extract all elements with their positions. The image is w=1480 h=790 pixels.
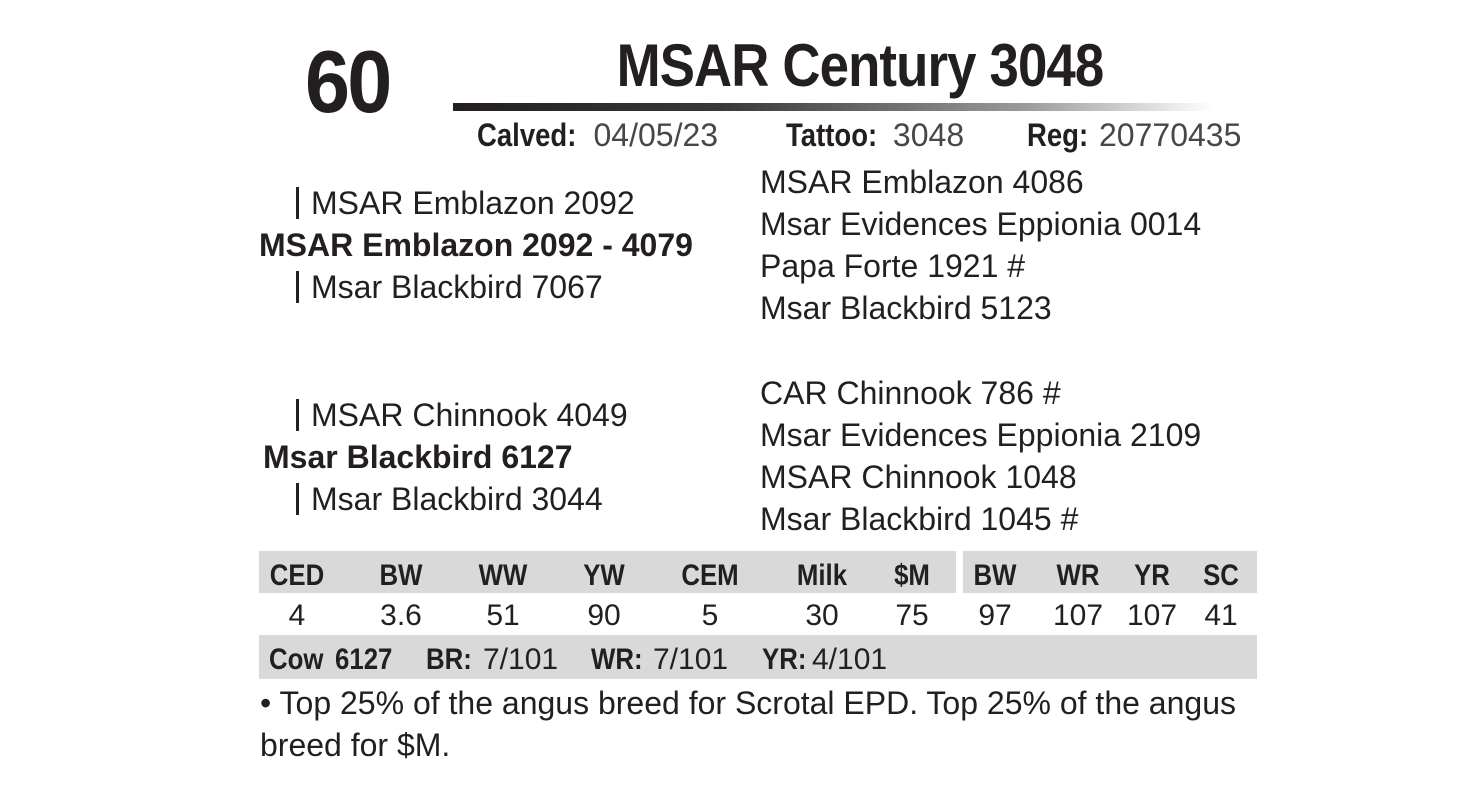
ratio-value-sc: 41 bbox=[1204, 599, 1238, 632]
calved-label: Calved: bbox=[477, 117, 577, 153]
epd-value-ced: 4 bbox=[288, 599, 306, 632]
reg-label: Reg: bbox=[1027, 117, 1089, 153]
tattoo-value: 3048 bbox=[892, 117, 965, 153]
epd-value-yw: 90 bbox=[587, 599, 621, 632]
epd-header-milk: Milk bbox=[796, 559, 848, 592]
wr-value: 7/101 bbox=[653, 643, 729, 676]
dam-ggp-1: CAR Chinnook 786 # bbox=[760, 375, 1061, 411]
yr-value: 4/101 bbox=[812, 643, 888, 676]
ratio-value-yr: 107 bbox=[1126, 599, 1178, 632]
epd-header-ww: WW bbox=[478, 559, 528, 592]
epd-value-row: 4 3.6 51 90 5 30 75 97 107 107 41 bbox=[259, 593, 1257, 635]
epd-value-cem: 5 bbox=[701, 599, 719, 632]
title-rule bbox=[453, 103, 1213, 111]
reg-info: Reg: 20770435 bbox=[1027, 119, 1241, 151]
epd-header-band bbox=[259, 551, 956, 593]
sire-sire: MSAR Emblazon 2092 bbox=[296, 187, 635, 219]
epd-value-dollar-m: 75 bbox=[895, 599, 929, 632]
ratio-value-wr: 107 bbox=[1052, 599, 1104, 632]
dam-ggp-4: Msar Blackbird 1045 # bbox=[760, 501, 1079, 537]
ratio-header-bw: BW bbox=[973, 559, 1017, 592]
calved-value: 04/05/23 bbox=[593, 117, 719, 153]
tattoo-info: Tattoo: 3048 bbox=[786, 119, 964, 151]
epd-header-row: CED BW WW YW CEM Milk $M BW WR YR SC bbox=[259, 551, 1257, 593]
lot-comment: • Top 25% of the angus breed for Scrotal… bbox=[260, 685, 1236, 763]
dam-dam: Msar Blackbird 3044 bbox=[296, 483, 603, 515]
epd-value-milk: 30 bbox=[805, 599, 839, 632]
sire-name: MSAR Emblazon 2092 - 4079 bbox=[259, 227, 693, 263]
br-label: BR: bbox=[426, 643, 472, 676]
dam-name: Msar Blackbird 6127 bbox=[263, 439, 573, 475]
reg-value: 20770435 bbox=[1099, 117, 1242, 153]
dam-sire: MSAR Chinnook 4049 bbox=[296, 399, 628, 431]
sire-ggp-3: Papa Forte 1921 # bbox=[760, 248, 1026, 284]
sire-dam: Msar Blackbird 7067 bbox=[296, 271, 603, 303]
cow-ratio-row: Cow 6127 BR: 7/101 WR: 7/101 YR: 4/101 bbox=[259, 635, 1257, 679]
sire-ggp-4: Msar Blackbird 5123 bbox=[760, 290, 1052, 326]
cow-label: Cow bbox=[269, 643, 324, 676]
epd-header-cem: CEM bbox=[681, 559, 739, 592]
epd-header-ced: CED bbox=[269, 559, 325, 592]
lot-number: 60 bbox=[305, 32, 392, 131]
ratio-value-bw: 97 bbox=[978, 599, 1012, 632]
ratio-header-wr: WR bbox=[1056, 559, 1100, 592]
br-value: 7/101 bbox=[483, 643, 559, 676]
sire-ggp-1: MSAR Emblazon 4086 bbox=[760, 164, 1084, 200]
ratio-header-band bbox=[963, 551, 1257, 593]
epd-header-yw: YW bbox=[583, 559, 625, 592]
animal-name: MSAR Century 3048 bbox=[616, 32, 1105, 99]
epd-header-dollar-m: $M bbox=[894, 559, 930, 592]
cow-value: 6127 bbox=[335, 643, 393, 676]
dam-ggp-3: MSAR Chinnook 1048 bbox=[760, 459, 1077, 495]
ratio-header-yr: YR bbox=[1134, 559, 1170, 592]
dam-ggp-2: Msar Evidences Eppionia 2109 bbox=[760, 417, 1202, 453]
epd-header-bw: BW bbox=[379, 559, 423, 592]
wr-label: WR: bbox=[591, 643, 643, 676]
sire-ggp-2: Msar Evidences Eppionia 0014 bbox=[760, 206, 1202, 242]
calved-info: Calved: 04/05/23 bbox=[477, 119, 718, 151]
epd-table: CED BW WW YW CEM Milk $M BW WR YR SC 4 3… bbox=[259, 551, 1257, 679]
epd-value-bw: 3.6 bbox=[380, 599, 422, 632]
tattoo-label: Tattoo: bbox=[786, 117, 878, 153]
epd-value-ww: 51 bbox=[486, 599, 520, 632]
ratio-header-sc: SC bbox=[1203, 559, 1239, 592]
yr-label: YR: bbox=[762, 643, 807, 676]
